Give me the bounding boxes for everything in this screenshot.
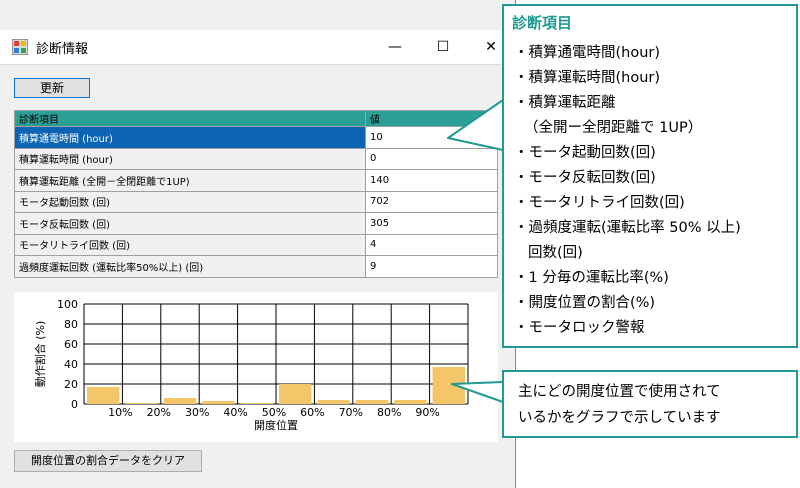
callout-line: ・モータ反転回数(回) [514, 170, 656, 186]
callout-line: ・積算運転時間(hour) [514, 70, 661, 86]
grid-item-cell[interactable]: 過頻度運転回数 (運転比率50%以上) (回) [14, 255, 366, 278]
x-tick-label: 30% [185, 406, 209, 419]
grid-item-cell[interactable]: 積算通電時間 (hour) [14, 126, 366, 149]
bar [355, 400, 389, 404]
callout-line: 主にどの開度位置で使用されて [518, 384, 721, 400]
bar [202, 401, 235, 404]
refresh-button[interactable]: 更新 [14, 78, 90, 98]
table-row[interactable]: モータリトライ回数 (回) 4 [14, 233, 498, 256]
close-icon[interactable]: ✕ [485, 39, 497, 55]
callout-title: 診断項目 [512, 14, 573, 32]
grid-item-cell[interactable]: 積算運転時間 (hour) [14, 147, 366, 170]
y-tick-label: 80 [64, 318, 78, 331]
grid-item-cell[interactable]: モータ起動回数 (回) [14, 190, 366, 213]
callout-line: ・モータリトライ回数(回) [514, 195, 685, 211]
x-tick-label: 10% [108, 406, 132, 419]
grid-value-cell[interactable]: 0 [365, 147, 498, 170]
table-row[interactable]: モータ起動回数 (回) 702 [14, 190, 498, 213]
callout-line: （全開ー全閉距離で 1UP） [524, 120, 703, 136]
y-tick-label: 20 [64, 378, 78, 391]
callout-pointer-items [447, 99, 504, 151]
bar [125, 403, 158, 404]
table-row[interactable]: 過頻度運転回数 (運転比率50%以上) (回) 9 [14, 255, 498, 278]
x-tick-label: 50% [262, 406, 286, 419]
x-tick-label: 80% [377, 406, 401, 419]
x-tick-label: 90% [415, 406, 439, 419]
position-chart-area: 0 20 40 60 80 100 10% 20% 30% 40% 50% 60% 70% 80% 90% 開… [14, 292, 498, 442]
y-tick-label: 0 [71, 398, 78, 411]
callout-graph-description: 主にどの開度位置で使用されて いるかをグラフで示しています [502, 370, 798, 438]
callout-line: ・開度位置の割合(%) [514, 295, 656, 311]
x-axis-label: 開度位置 [254, 418, 298, 432]
grid-value-cell[interactable]: 9 [365, 255, 498, 278]
y-tick-label: 40 [64, 358, 78, 371]
bar [317, 400, 350, 404]
callout-line: いるかをグラフで示しています [518, 410, 721, 426]
bar [394, 400, 427, 404]
callout-line: ・モータロック警報 [514, 320, 645, 336]
y-axis-label: 動作割合 (%) [33, 321, 47, 388]
x-tick-label: 40% [223, 406, 247, 419]
y-tick-label: 100 [57, 298, 78, 311]
diagnostic-window: 診断情報 — ☐ ✕ 更新 診断項目 値 積算通電時間 (hour) 10 積算… [0, 0, 516, 488]
callout-line: ・積算運転距離 [514, 95, 616, 111]
callout-diagnostic-items: 診断項目 ・積算通電時間(hour) ・積算運転時間(hour) ・積算運転距離… [502, 4, 798, 348]
grid-value-cell[interactable]: 140 [365, 169, 498, 192]
grid-value-cell[interactable]: 4 [365, 233, 498, 256]
grid-value-cell[interactable]: 702 [365, 190, 498, 213]
callout-line: ・1 分毎の運転比率(%) [514, 270, 669, 286]
position-chart: 0 20 40 60 80 100 10% 20% 30% 40% 50% 60% 70% 80% 90% 開… [33, 298, 469, 432]
grid-item-cell[interactable]: モータリトライ回数 (回) [14, 233, 366, 256]
table-row[interactable]: 積算運転時間 (hour) 0 [14, 147, 498, 170]
callout-line: ・過頻度運転(運転比率 50% 以上) [514, 220, 741, 236]
callout-line: ・モータ起動回数(回) [514, 145, 656, 161]
callout-pointer-graph [451, 381, 504, 403]
grid-header-row: 診断項目 値 [14, 110, 498, 127]
table-row[interactable]: モータ反転回数 (回) 305 [14, 212, 498, 235]
bar [87, 387, 120, 404]
title-bar[interactable]: 診断情報 — ☐ ✕ [0, 30, 516, 65]
grid-header-item[interactable]: 診断項目 [14, 110, 366, 127]
bar [163, 398, 197, 404]
app-icon [12, 39, 28, 55]
table-row[interactable]: 積算運転距離 (全開－全閉距離で1UP) 140 [14, 169, 498, 192]
bar [279, 384, 312, 404]
diagnostic-grid: 診断項目 値 積算通電時間 (hour) 10 積算運転時間 (hour) 0 … [14, 110, 498, 278]
table-row[interactable]: 積算通電時間 (hour) 10 [14, 126, 498, 149]
grid-header-value[interactable]: 値 [365, 110, 498, 127]
x-tick-label: 20% [147, 406, 171, 419]
minimize-icon[interactable]: — [388, 39, 402, 55]
y-tick-label: 60 [64, 338, 78, 351]
window-title: 診断情報 [36, 42, 89, 57]
maximize-icon[interactable]: ☐ [436, 39, 450, 55]
x-tick-label: 60% [300, 406, 324, 419]
x-tick-label: 70% [339, 406, 363, 419]
clear-position-data-button[interactable]: 開度位置の割合データをクリア [14, 450, 202, 472]
callout-line: 回数(回) [528, 245, 583, 261]
callout-line: ・積算通電時間(hour) [514, 45, 661, 61]
bar [240, 403, 273, 404]
